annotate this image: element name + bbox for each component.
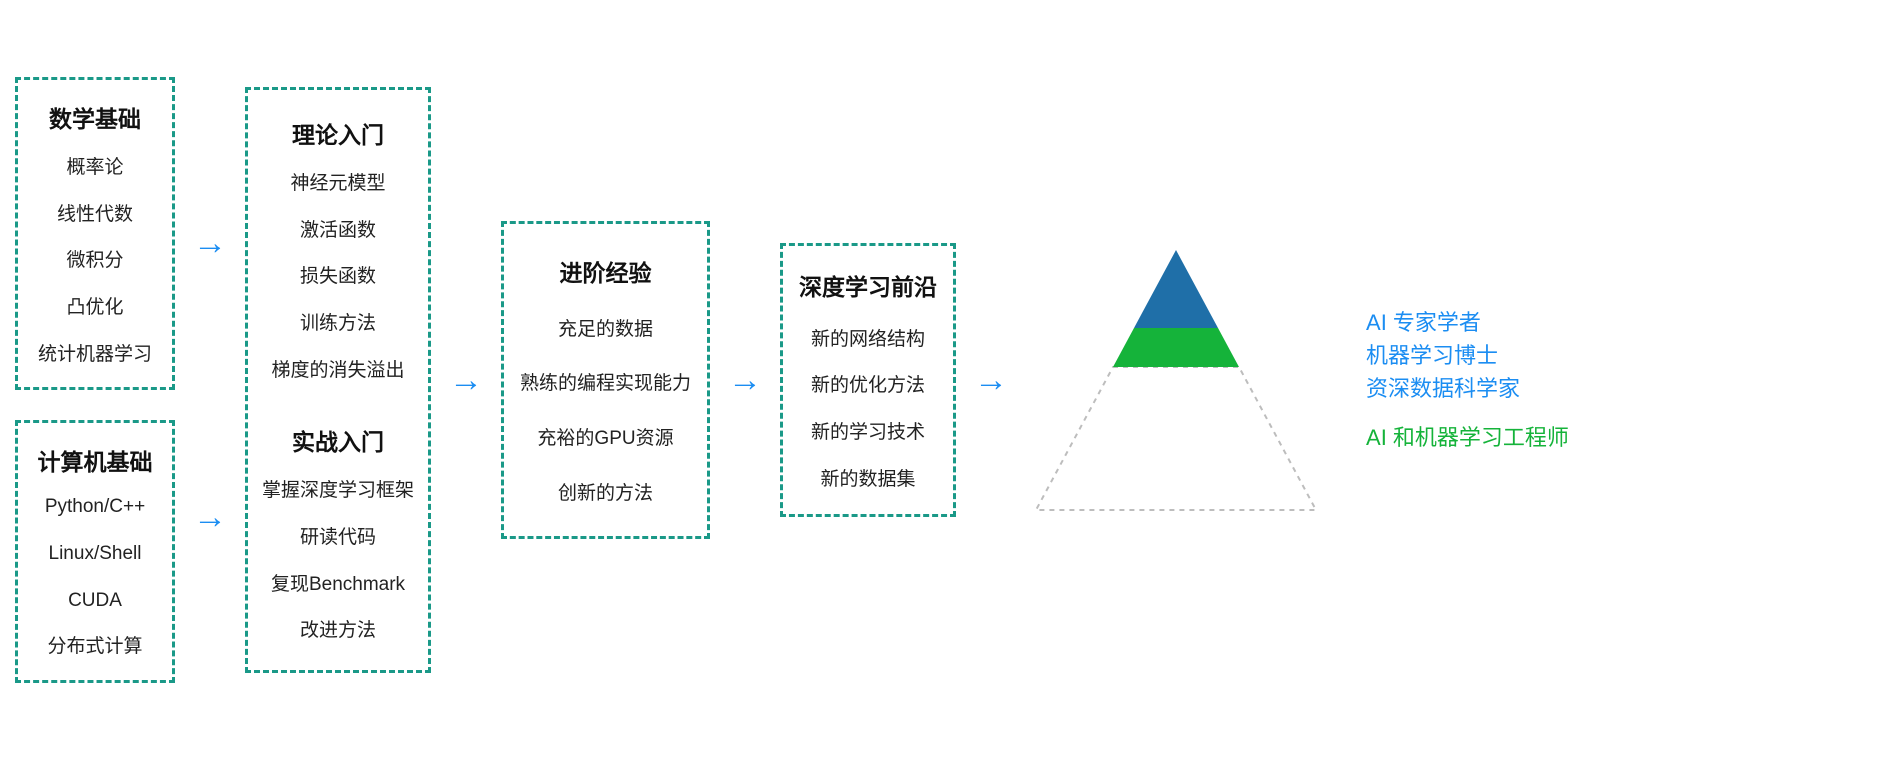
- list-item: 激活函数: [262, 219, 414, 244]
- arrow-icon: →: [728, 363, 762, 397]
- list-item: 训练方法: [262, 312, 414, 337]
- box-title: 计算机基础: [32, 443, 158, 477]
- list-item: 新的学习技术: [799, 421, 937, 446]
- list-item: 改进方法: [262, 619, 414, 644]
- box-items: Python/C++ Linux/Shell CUDA 分布式计算: [32, 495, 158, 660]
- list-item: 充裕的GPU资源: [520, 427, 691, 452]
- list-item: 概率论: [32, 156, 158, 181]
- list-item: 新的优化方法: [799, 374, 937, 399]
- list-item: 损失函数: [262, 265, 414, 290]
- pyramid-legend: AI 专家学者 机器学习博士 资深数据科学家 AI 和机器学习工程师: [1366, 306, 1569, 454]
- list-item: 统计机器学习: [32, 343, 158, 368]
- box-math-foundation: 数学基础 概率论线性代数微积分凸优化统计机器学习: [15, 77, 175, 390]
- list-item: Python/C++: [32, 495, 158, 520]
- box-items: 神经元模型激活函数损失函数训练方法梯度的消失溢出: [262, 172, 414, 383]
- box-title: 理论入门: [262, 116, 414, 150]
- box-items: 概率论线性代数微积分凸优化统计机器学习: [32, 156, 158, 367]
- legend-blue: AI 专家学者 机器学习博士 资深数据科学家: [1366, 306, 1569, 405]
- box-title: 数学基础: [32, 100, 158, 134]
- list-item: 掌握深度学习框架: [262, 479, 414, 504]
- arrow-icon: →: [193, 226, 227, 260]
- list-item: 研读代码: [262, 526, 414, 551]
- box-title: 进阶经验: [520, 254, 691, 288]
- stage-4-box: 深度学习前沿 新的网络结构新的优化方法新的学习技术新的数据集: [780, 243, 956, 518]
- box-title: 实战入门: [262, 423, 414, 457]
- stage-1: 数学基础 概率论线性代数微积分凸优化统计机器学习 计算机基础 Python/C+…: [15, 77, 175, 683]
- list-item: 新的网络结构: [799, 328, 937, 353]
- list-item: CUDA: [32, 589, 158, 614]
- pyramid-icon: [1026, 245, 1326, 515]
- list-item: 神经元模型: [262, 172, 414, 197]
- stage-3-box: 进阶经验 充足的数据熟练的编程实现能力充裕的GPU资源创新的方法: [501, 221, 710, 540]
- list-item: 新的数据集: [799, 468, 937, 493]
- list-item: Linux/Shell: [32, 542, 158, 567]
- box-title: 深度学习前沿: [799, 268, 937, 302]
- pyramid-section: AI 专家学者 机器学习博士 资深数据科学家 AI 和机器学习工程师: [1026, 245, 1569, 515]
- stage-2-box: 理论入门 神经元模型激活函数损失函数训练方法梯度的消失溢出 实战入门 掌握深度学…: [245, 87, 431, 673]
- list-item: 创新的方法: [520, 482, 691, 507]
- arrow-group-1: → →: [193, 226, 227, 534]
- arrow-icon: →: [193, 500, 227, 534]
- list-item: 熟练的编程实现能力: [520, 372, 691, 397]
- list-item: 梯度的消失溢出: [262, 359, 414, 384]
- box-items: 充足的数据熟练的编程实现能力充裕的GPU资源创新的方法: [520, 318, 691, 507]
- list-item: 凸优化: [32, 296, 158, 321]
- box-cs-foundation: 计算机基础 Python/C++ Linux/Shell CUDA 分布式计算: [15, 420, 175, 683]
- list-item: 复现Benchmark: [262, 573, 414, 598]
- learning-path-diagram: 数学基础 概率论线性代数微积分凸优化统计机器学习 计算机基础 Python/C+…: [15, 77, 1865, 683]
- box-items: 新的网络结构新的优化方法新的学习技术新的数据集: [799, 328, 937, 493]
- arrow-icon: →: [449, 363, 483, 397]
- legend-green: AI 和机器学习工程师: [1366, 421, 1569, 454]
- list-item: 线性代数: [32, 203, 158, 228]
- arrow-icon: →: [974, 363, 1008, 397]
- list-item: 充足的数据: [520, 318, 691, 343]
- list-item: 分布式计算: [32, 635, 158, 660]
- box-items: 掌握深度学习框架研读代码复现Benchmark 改进方法: [262, 479, 414, 644]
- list-item: 微积分: [32, 249, 158, 274]
